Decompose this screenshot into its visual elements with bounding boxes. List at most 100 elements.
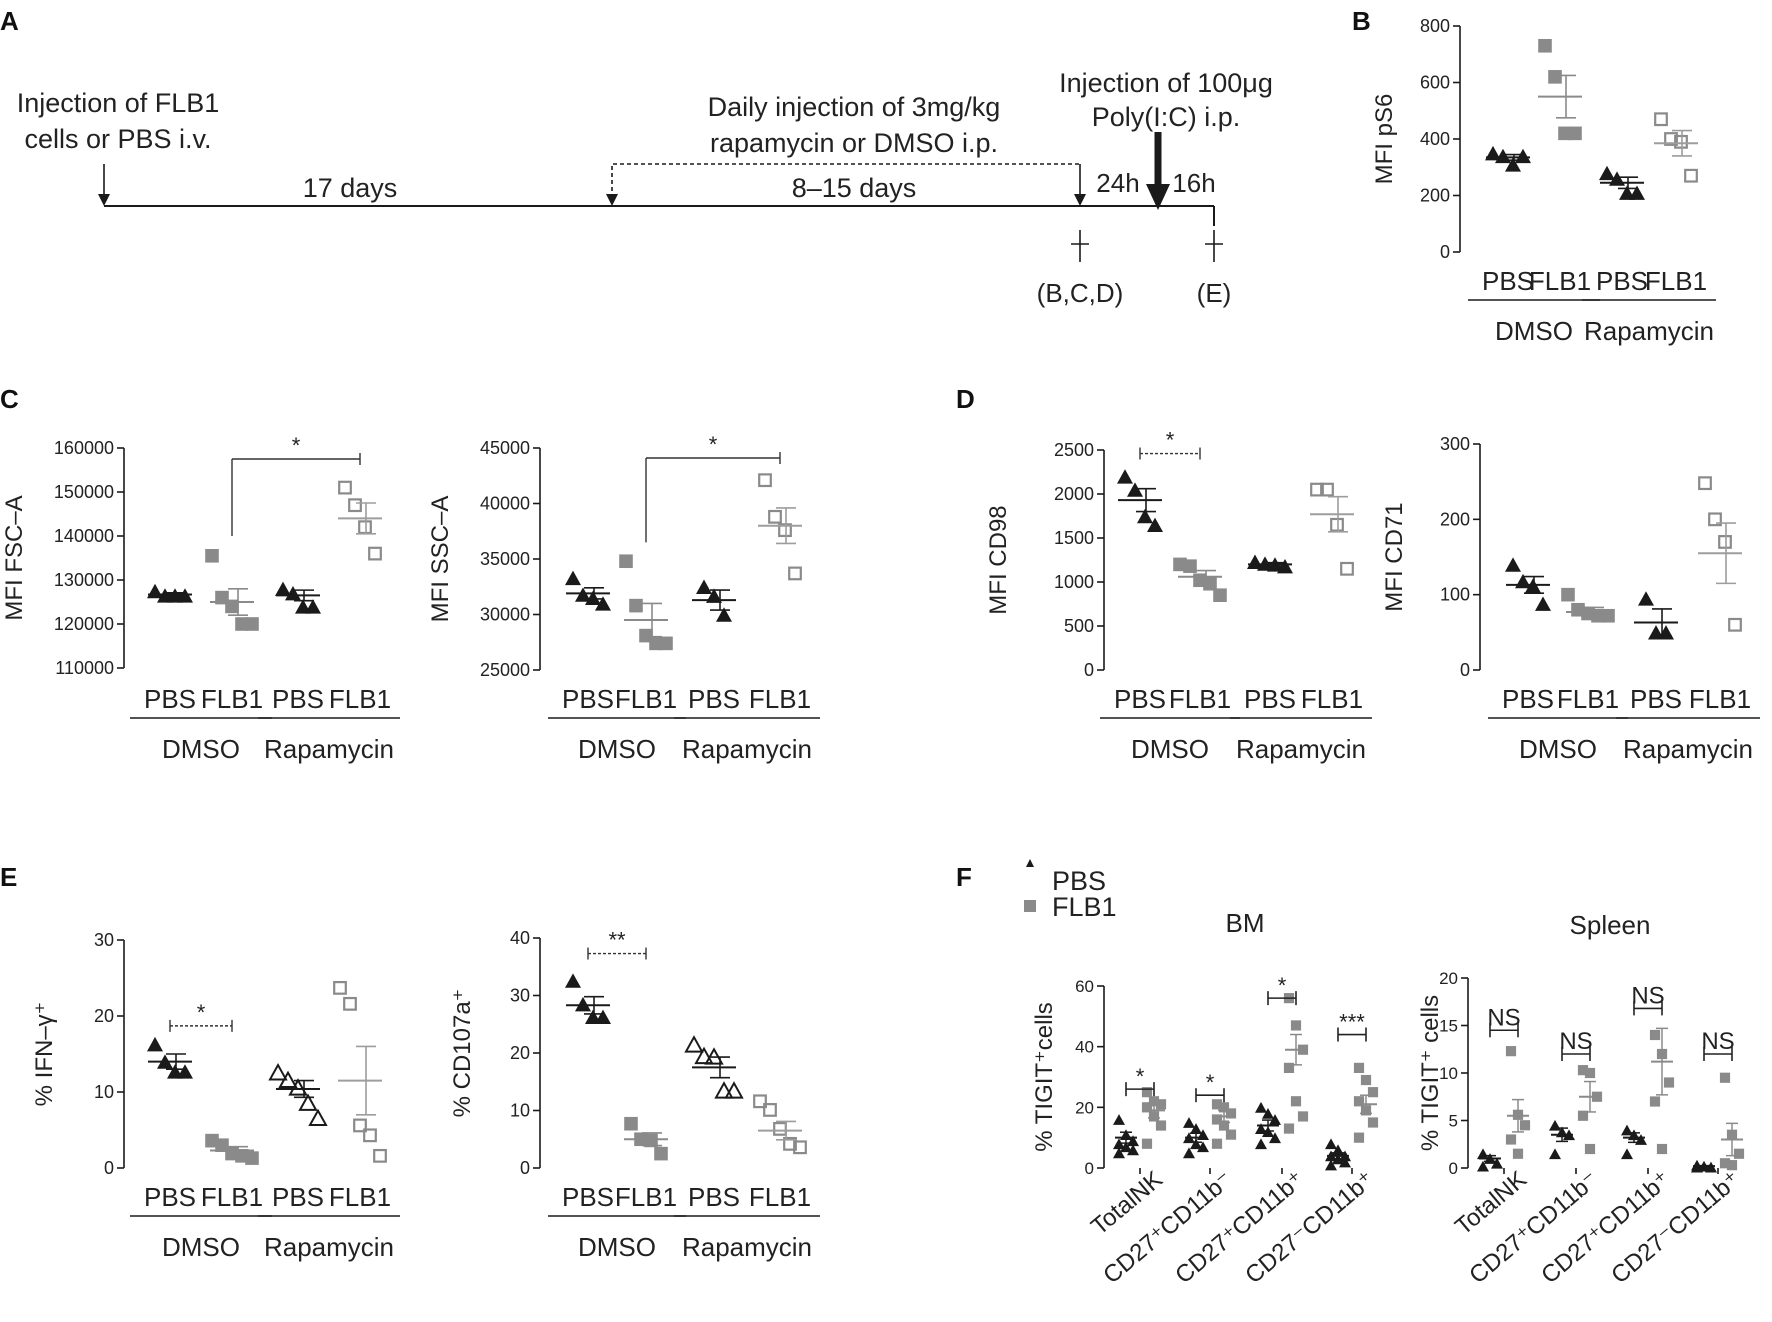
- daily-label-line2: rapamycin or DMSO i.p.: [710, 128, 998, 158]
- y-tick-label: 40: [1075, 1038, 1094, 1057]
- data-point: [1325, 1138, 1337, 1150]
- polyic-label-line1: Injection of 100μg: [1059, 68, 1273, 98]
- category-label: PBS: [144, 684, 196, 714]
- data-point: [1726, 1160, 1738, 1171]
- significance-label: **: [608, 928, 626, 953]
- legend-pbs-label: PBS: [1052, 866, 1106, 896]
- category-label: FLB1: [329, 684, 391, 714]
- panel-d-letter: D: [956, 384, 975, 414]
- data-point: [773, 1121, 787, 1136]
- significance-label: *: [1166, 428, 1175, 453]
- group-label: DMSO: [578, 1232, 656, 1262]
- rapamycin-start-arrow: [606, 194, 618, 206]
- data-point: [565, 570, 581, 586]
- data-point: [1619, 185, 1635, 200]
- y-tick-label: 0: [1460, 660, 1470, 680]
- data-point: [177, 1064, 193, 1079]
- category-label: PBS: [272, 1182, 324, 1212]
- y-tick-label: 20: [1439, 969, 1458, 988]
- y-tick-label: 2500: [1054, 440, 1094, 460]
- data-point: [288, 1078, 308, 1096]
- data-point: [1255, 1138, 1267, 1150]
- data-point: [1519, 1120, 1531, 1131]
- data-point: [793, 1140, 807, 1155]
- injection-label-line1: Injection of FLB1: [17, 88, 220, 118]
- data-point: [278, 1070, 298, 1089]
- y-tick-label: 0: [1449, 1159, 1458, 1178]
- panel-c-letter: C: [0, 384, 19, 414]
- data-point: [1568, 126, 1582, 141]
- data-point: [1141, 1138, 1153, 1149]
- data-point: [1137, 508, 1153, 524]
- category-label: FLB1: [1169, 684, 1231, 714]
- y-tick-label: 2000: [1054, 484, 1094, 504]
- data-point: [1548, 70, 1562, 84]
- data-point: [205, 549, 219, 563]
- data-point: [788, 566, 802, 581]
- group-label: Rapamycin: [1623, 734, 1753, 764]
- chart-c-fsc: 110000 120000 130000 140000 150000 160000 MFI …: [1, 433, 400, 764]
- legend-flb1-marker: [1024, 900, 1036, 912]
- category-label: PBS: [1482, 266, 1534, 296]
- data-point: [348, 498, 362, 513]
- category-label: FLB1: [1529, 266, 1591, 296]
- chart-title: Spleen: [1570, 910, 1651, 940]
- timeline: Injection of FLB1 cells or PBS i.v. Dail…: [17, 68, 1273, 308]
- panel-b-letter: B: [1352, 6, 1371, 36]
- y-axis-label: % IFN–γ⁺: [31, 1002, 58, 1107]
- category-label: FLB1: [1645, 266, 1707, 296]
- data-point: [1584, 1067, 1596, 1079]
- y-tick-label: 160000: [54, 438, 114, 458]
- y-tick-label: 10: [1439, 1064, 1458, 1083]
- panel-f-letter: F: [956, 862, 972, 892]
- injection-label-line2: cells or PBS i.v.: [24, 124, 211, 154]
- panel-a-letter: A: [0, 6, 19, 36]
- data-point: [1638, 591, 1654, 606]
- data-point: [285, 586, 301, 601]
- y-axis-label: % TIGIT⁺cells: [1031, 1002, 1058, 1152]
- y-tick-label: 0: [1084, 660, 1094, 680]
- category-label: CD27⁻CD11b⁺: [1606, 1166, 1746, 1289]
- y-tick-label: 25000: [480, 660, 530, 680]
- data-point: [1113, 1138, 1125, 1150]
- data-point: [1719, 1158, 1731, 1169]
- group-label: DMSO: [1131, 734, 1209, 764]
- data-point: [1269, 1132, 1281, 1144]
- data-point: [1477, 1160, 1489, 1172]
- data-point: [716, 607, 732, 622]
- data-point: [1353, 1132, 1365, 1143]
- y-tick-label: 600: [1420, 73, 1450, 93]
- y-tick-label: 1500: [1054, 528, 1094, 548]
- category-label: PBS: [1596, 266, 1648, 296]
- data-point: [1621, 1124, 1633, 1136]
- data-point: [1674, 134, 1688, 149]
- y-tick-label: 10: [510, 1101, 530, 1121]
- y-axis-label: % CD107a⁺: [449, 989, 476, 1118]
- y-axis-label: MFI SSC–A: [427, 496, 454, 623]
- category-label: FLB1: [749, 684, 811, 714]
- data-point: [1663, 1077, 1675, 1088]
- data-point: [768, 509, 782, 524]
- data-point: [1698, 476, 1712, 491]
- data-point: [1155, 1120, 1167, 1131]
- group-label: DMSO: [1495, 316, 1573, 346]
- category-label: PBS: [272, 684, 324, 714]
- data-point: [1549, 1148, 1561, 1160]
- group-label: Rapamycin: [1236, 734, 1366, 764]
- data-point: [1664, 132, 1678, 146]
- y-axis-label: MFI pS6: [1371, 94, 1398, 185]
- data-point: [298, 1093, 318, 1111]
- data-point: [659, 636, 673, 651]
- data-point: [1113, 1114, 1125, 1125]
- data-point: [624, 1116, 638, 1131]
- data-point: [1190, 1123, 1202, 1134]
- data-point: [1584, 1143, 1596, 1155]
- data-point: [373, 1148, 387, 1163]
- significance-label: *: [709, 432, 718, 457]
- category-label: PBS: [1114, 684, 1166, 714]
- group-label: Rapamycin: [264, 734, 394, 764]
- data-point: [1225, 1129, 1237, 1140]
